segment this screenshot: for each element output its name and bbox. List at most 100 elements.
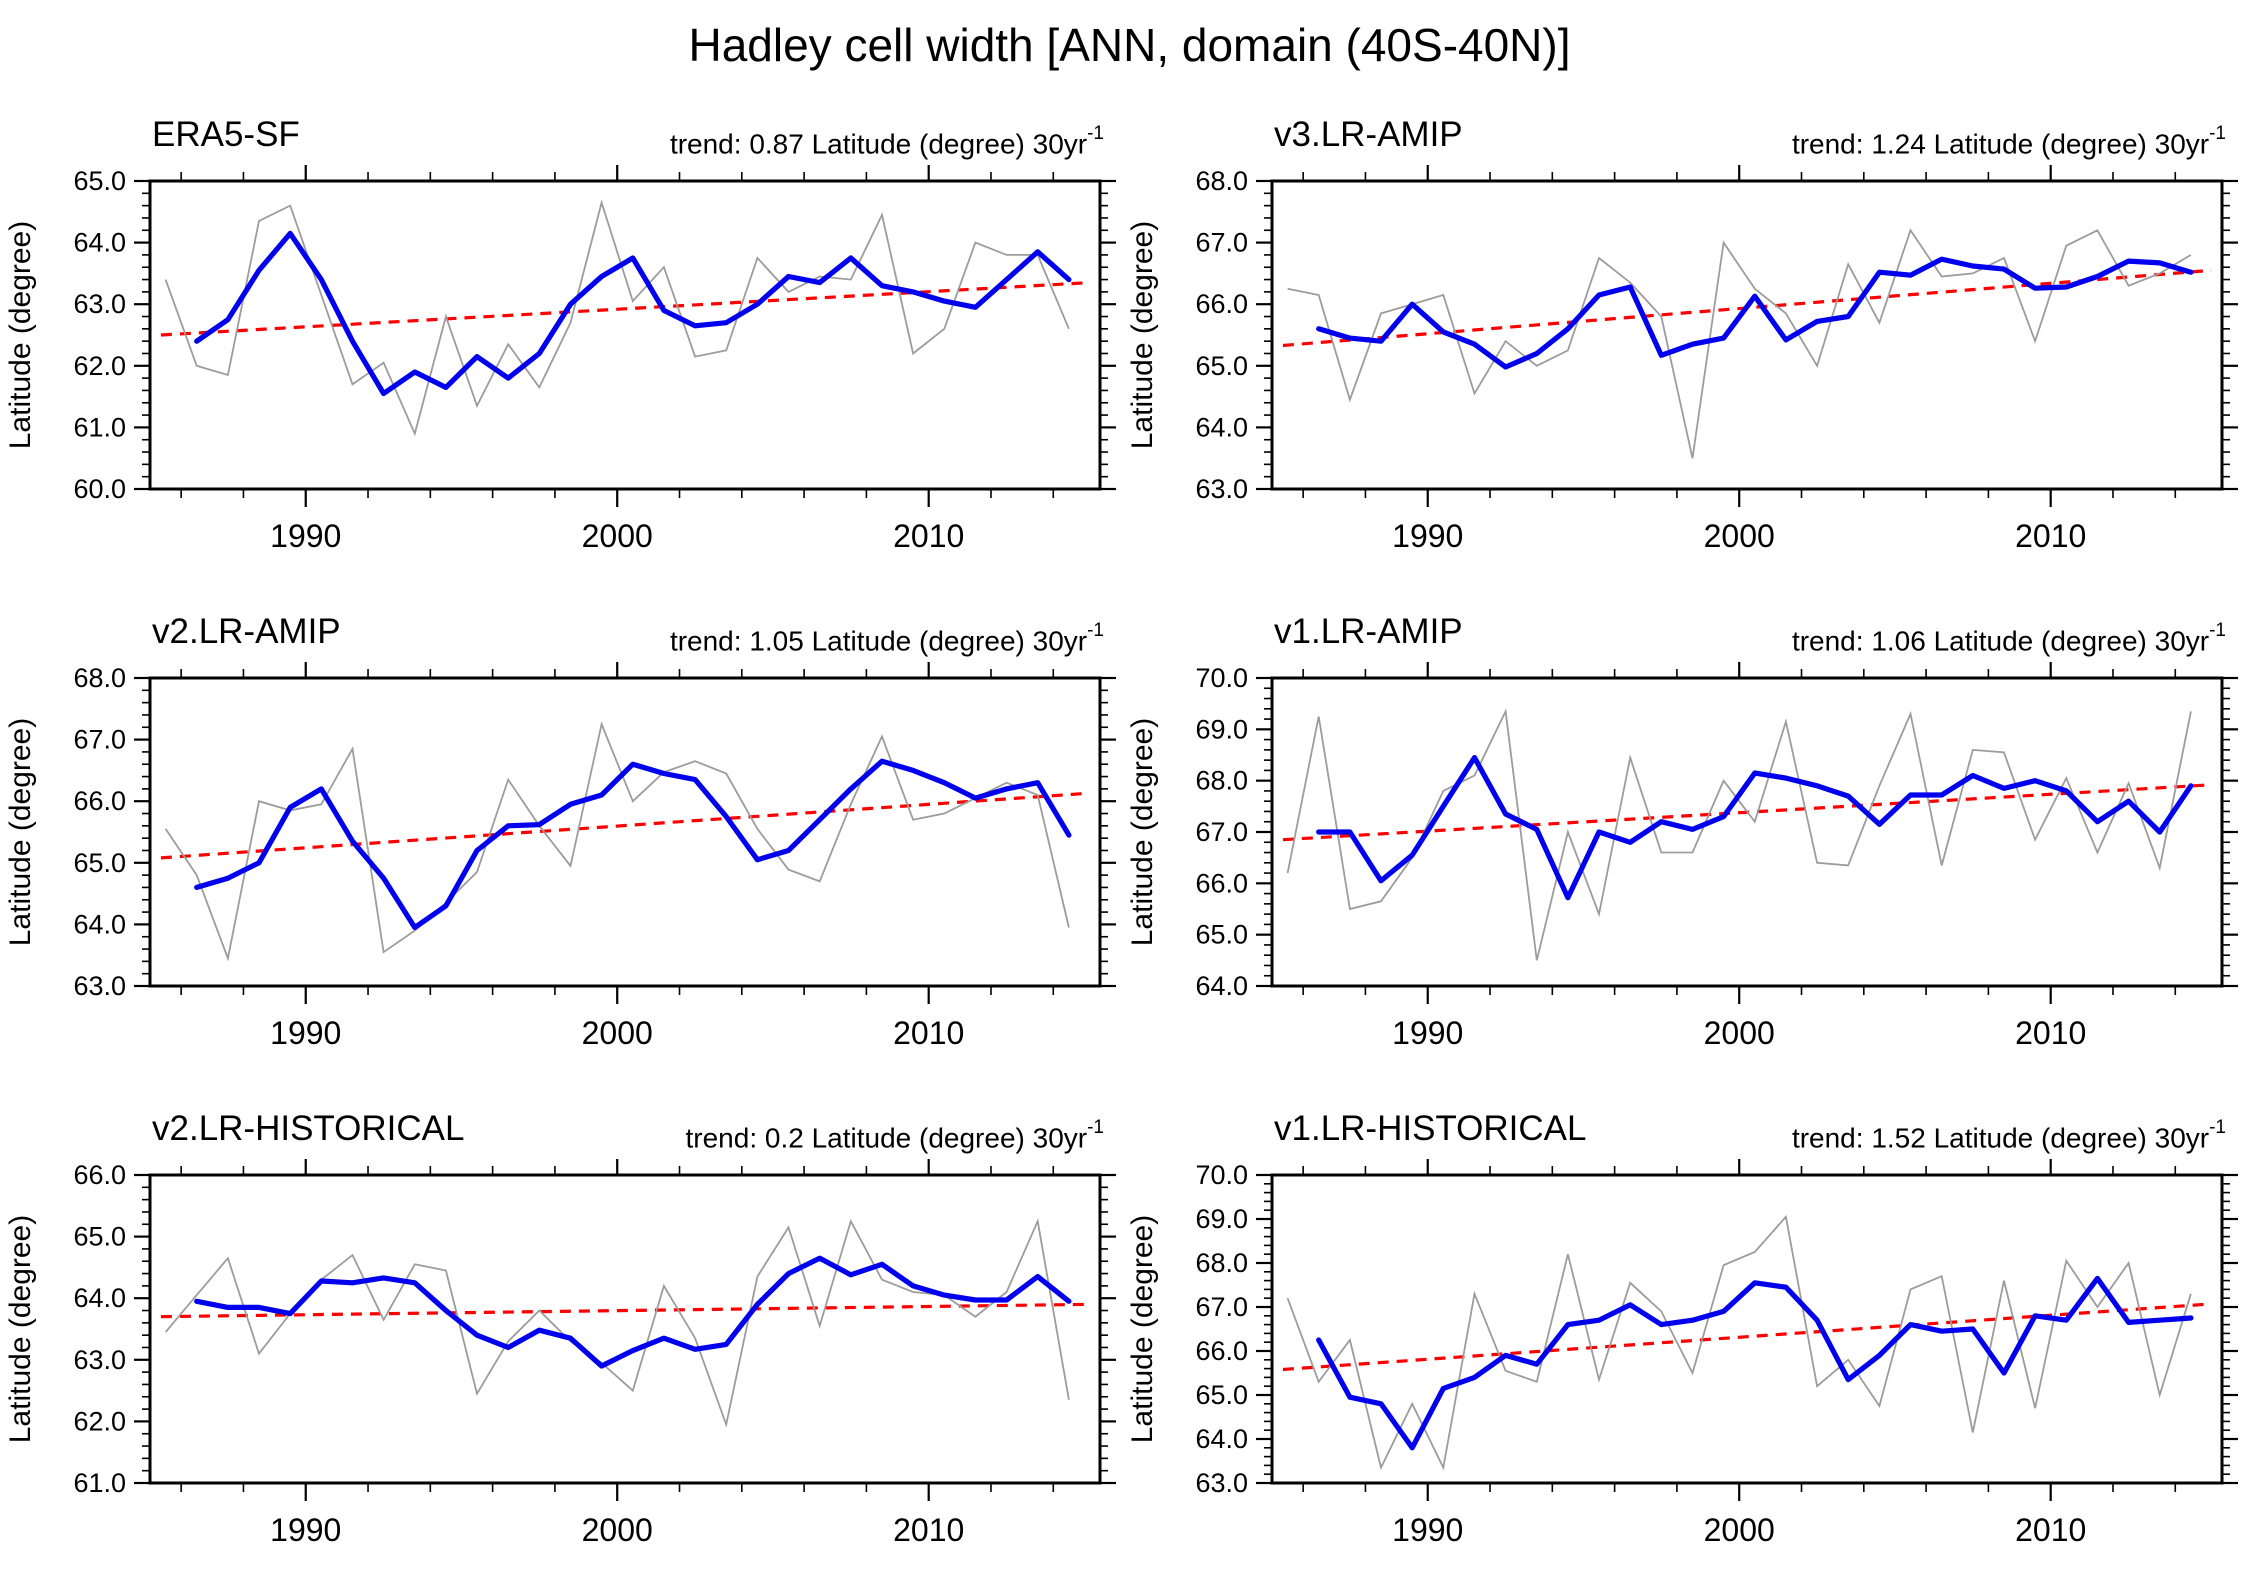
trend-annotation: trend: 1.52 Latitude (degree) 30yr-1 [1792,1117,2226,1154]
y-tick-label: 65.0 [73,166,126,196]
trend-exponent: -1 [1087,1117,1104,1138]
y-tick-label: 68.0 [1195,1248,1248,1278]
chart-v1-lr-amip: 64.0 65.0 66.0 67.0 68.0 69.0 70.0 1990 2000 2010… [1126,662,2238,1051]
trend-line [160,791,1090,860]
trend-text: trend: 1.06 Latitude (degree) 30yr [1791,625,2210,657]
trend-exponent: -1 [1087,620,1104,641]
panel-era5-sf: 60.0 61.0 62.0 63.0 64.0 65.0 1990 2000 2010 Lati… [0,85,1130,560]
y-tick-label: 65.0 [1195,1380,1248,1410]
y-tick-label: 65.0 [1195,920,1248,950]
y-tick-label: 67.0 [73,725,126,755]
y-tick-label: 64.0 [73,228,126,258]
y-tick-label: 65.0 [1195,351,1248,381]
y-tick-label: 69.0 [1195,1204,1248,1234]
y-tick-label: 63.0 [1195,1468,1248,1498]
x-tick-label: 1990 [1392,1015,1463,1051]
x-tick-label: 1990 [270,1512,341,1548]
smoothed-line [1316,1275,2194,1451]
panel-title: v2.LR-HISTORICAL [152,1109,465,1148]
plot-frame [1270,1173,2224,1485]
x-tick-label: 2000 [1704,518,1775,554]
x-tick-label: 2010 [2015,518,2086,554]
y-tick-label: 70.0 [1195,663,1248,693]
trend-exponent: -1 [2209,1117,2226,1138]
y-tick-label: 63.0 [73,971,126,1001]
plot-frame [148,1173,1102,1485]
x-tick-label: 2000 [582,518,653,554]
x-tick-label: 2010 [2015,1015,2086,1051]
chart-v3-lr-amip: 63.0 64.0 65.0 66.0 67.0 68.0 1990 2000 2010 Lati… [1126,165,2238,554]
trend-annotation: trend: 1.06 Latitude (degree) 30yr-1 [1791,620,2226,657]
x-tick-label: 1990 [1392,518,1463,554]
y-tick-label: 70.0 [1195,1160,1248,1190]
x-tick-label: 2010 [2015,1512,2086,1548]
x-tick-label: 2000 [1704,1512,1775,1548]
chart-v2-lr-amip: 63.0 64.0 65.0 66.0 67.0 68.0 1990 2000 2010 Lati… [4,662,1116,1051]
panel-title: ERA5-SF [152,115,300,154]
y-tick-label: 64.0 [73,1283,126,1313]
annual-line [1286,1214,2192,1471]
panel-title: v1.LR-HISTORICAL [1274,1109,1587,1148]
y-tick-label: 62.0 [73,351,126,381]
panel-v3-lr-amip: 63.0 64.0 65.0 66.0 67.0 68.0 1990 2000 2010 Lati… [1122,85,2252,560]
panel-v1-lr-amip: 64.0 65.0 66.0 67.0 68.0 69.0 70.0 1990 2000 2010… [1122,582,2252,1057]
y-tick-label: 64.0 [1195,1424,1248,1454]
panel-title: v3.LR-AMIP [1274,115,1463,154]
y-axis-title: Latitude (degree) [1126,1215,1159,1444]
annual-line [164,199,1070,437]
trend-annotation: trend: 0.87 Latitude (degree) 30yr-1 [670,123,1104,160]
trend-text: trend: 0.2 Latitude (degree) 30yr [685,1122,1088,1154]
trend-annotation: trend: 0.2 Latitude (degree) 30yr-1 [685,1117,1105,1154]
plot-frame [148,676,1102,988]
chart-v2-lr-historical: 61.0 62.0 63.0 64.0 65.0 66.0 1990 2000 2010 Lati… [4,1159,1116,1548]
panel-v1-lr-historical: 63.0 64.0 65.0 66.0 67.0 68.0 69.0 70.0 1990 2000… [1122,1079,2252,1554]
smoothed-line [1316,256,2194,370]
y-tick-label: 68.0 [1195,166,1248,196]
x-tick-label: 1990 [1392,1512,1463,1548]
y-tick-label: 63.0 [73,289,126,319]
chart-era5-sf: 60.0 61.0 62.0 63.0 64.0 65.0 1990 2000 2010 Lati… [4,165,1116,554]
trend-exponent: -1 [2209,123,2226,144]
y-tick-label: 66.0 [1195,868,1248,898]
x-tick-label: 2010 [893,1512,964,1548]
page-title: Hadley cell width [ANN, domain (40S-40N)… [688,19,1571,71]
panel-v2-lr-amip: 63.0 64.0 65.0 66.0 67.0 68.0 1990 2000 2010 Lati… [0,582,1130,1057]
chart-v1-lr-historical: 63.0 64.0 65.0 66.0 67.0 68.0 69.0 70.0 1990 2000… [1126,1159,2238,1548]
y-tick-label: 64.0 [1195,412,1248,442]
x-tick-label: 1990 [270,1015,341,1051]
x-tick-label: 1990 [270,518,341,554]
plot-frame [148,179,1102,491]
trend-line [160,281,1090,337]
plot-frame [1270,676,2224,988]
annual-line [1286,708,2192,961]
y-tick-label: 64.0 [73,909,126,939]
y-tick-label: 62.0 [73,1406,126,1436]
annual-line [164,721,1070,962]
y-tick-label: 67.0 [1195,817,1248,847]
y-axis-title: Latitude (degree) [4,221,37,450]
trend-text: trend: 1.24 Latitude (degree) 30yr [1791,128,2210,160]
x-tick-label: 2000 [582,1512,653,1548]
plot-frame [1270,179,2224,491]
smoothed-line [194,758,1072,931]
y-tick-label: 64.0 [1195,971,1248,1001]
y-axis-title: Latitude (degree) [4,1215,37,1444]
panel-v2-lr-historical: 61.0 62.0 63.0 64.0 65.0 66.0 1990 2000 2010 Lati… [0,1079,1130,1554]
y-tick-label: 65.0 [73,848,126,878]
x-tick-label: 2010 [893,518,964,554]
smoothed-line [194,230,1072,397]
trend-line [160,1302,1090,1319]
trend-annotation: trend: 1.24 Latitude (degree) 30yr-1 [1791,123,2226,160]
panel-title: v2.LR-AMIP [152,612,341,651]
y-tick-label: 67.0 [1195,228,1248,258]
y-tick-label: 68.0 [73,663,126,693]
y-axis-title: Latitude (degree) [4,718,37,947]
panel-title: v1.LR-AMIP [1274,612,1463,651]
annual-line [1287,228,2192,459]
trend-annotation: trend: 1.05 Latitude (degree) 30yr-1 [670,620,1104,657]
trend-line [1282,1302,2212,1372]
trend-exponent: -1 [2209,620,2226,641]
y-tick-label: 66.0 [1195,289,1248,319]
x-tick-label: 2000 [1704,1015,1775,1051]
y-tick-label: 68.0 [1195,766,1248,796]
